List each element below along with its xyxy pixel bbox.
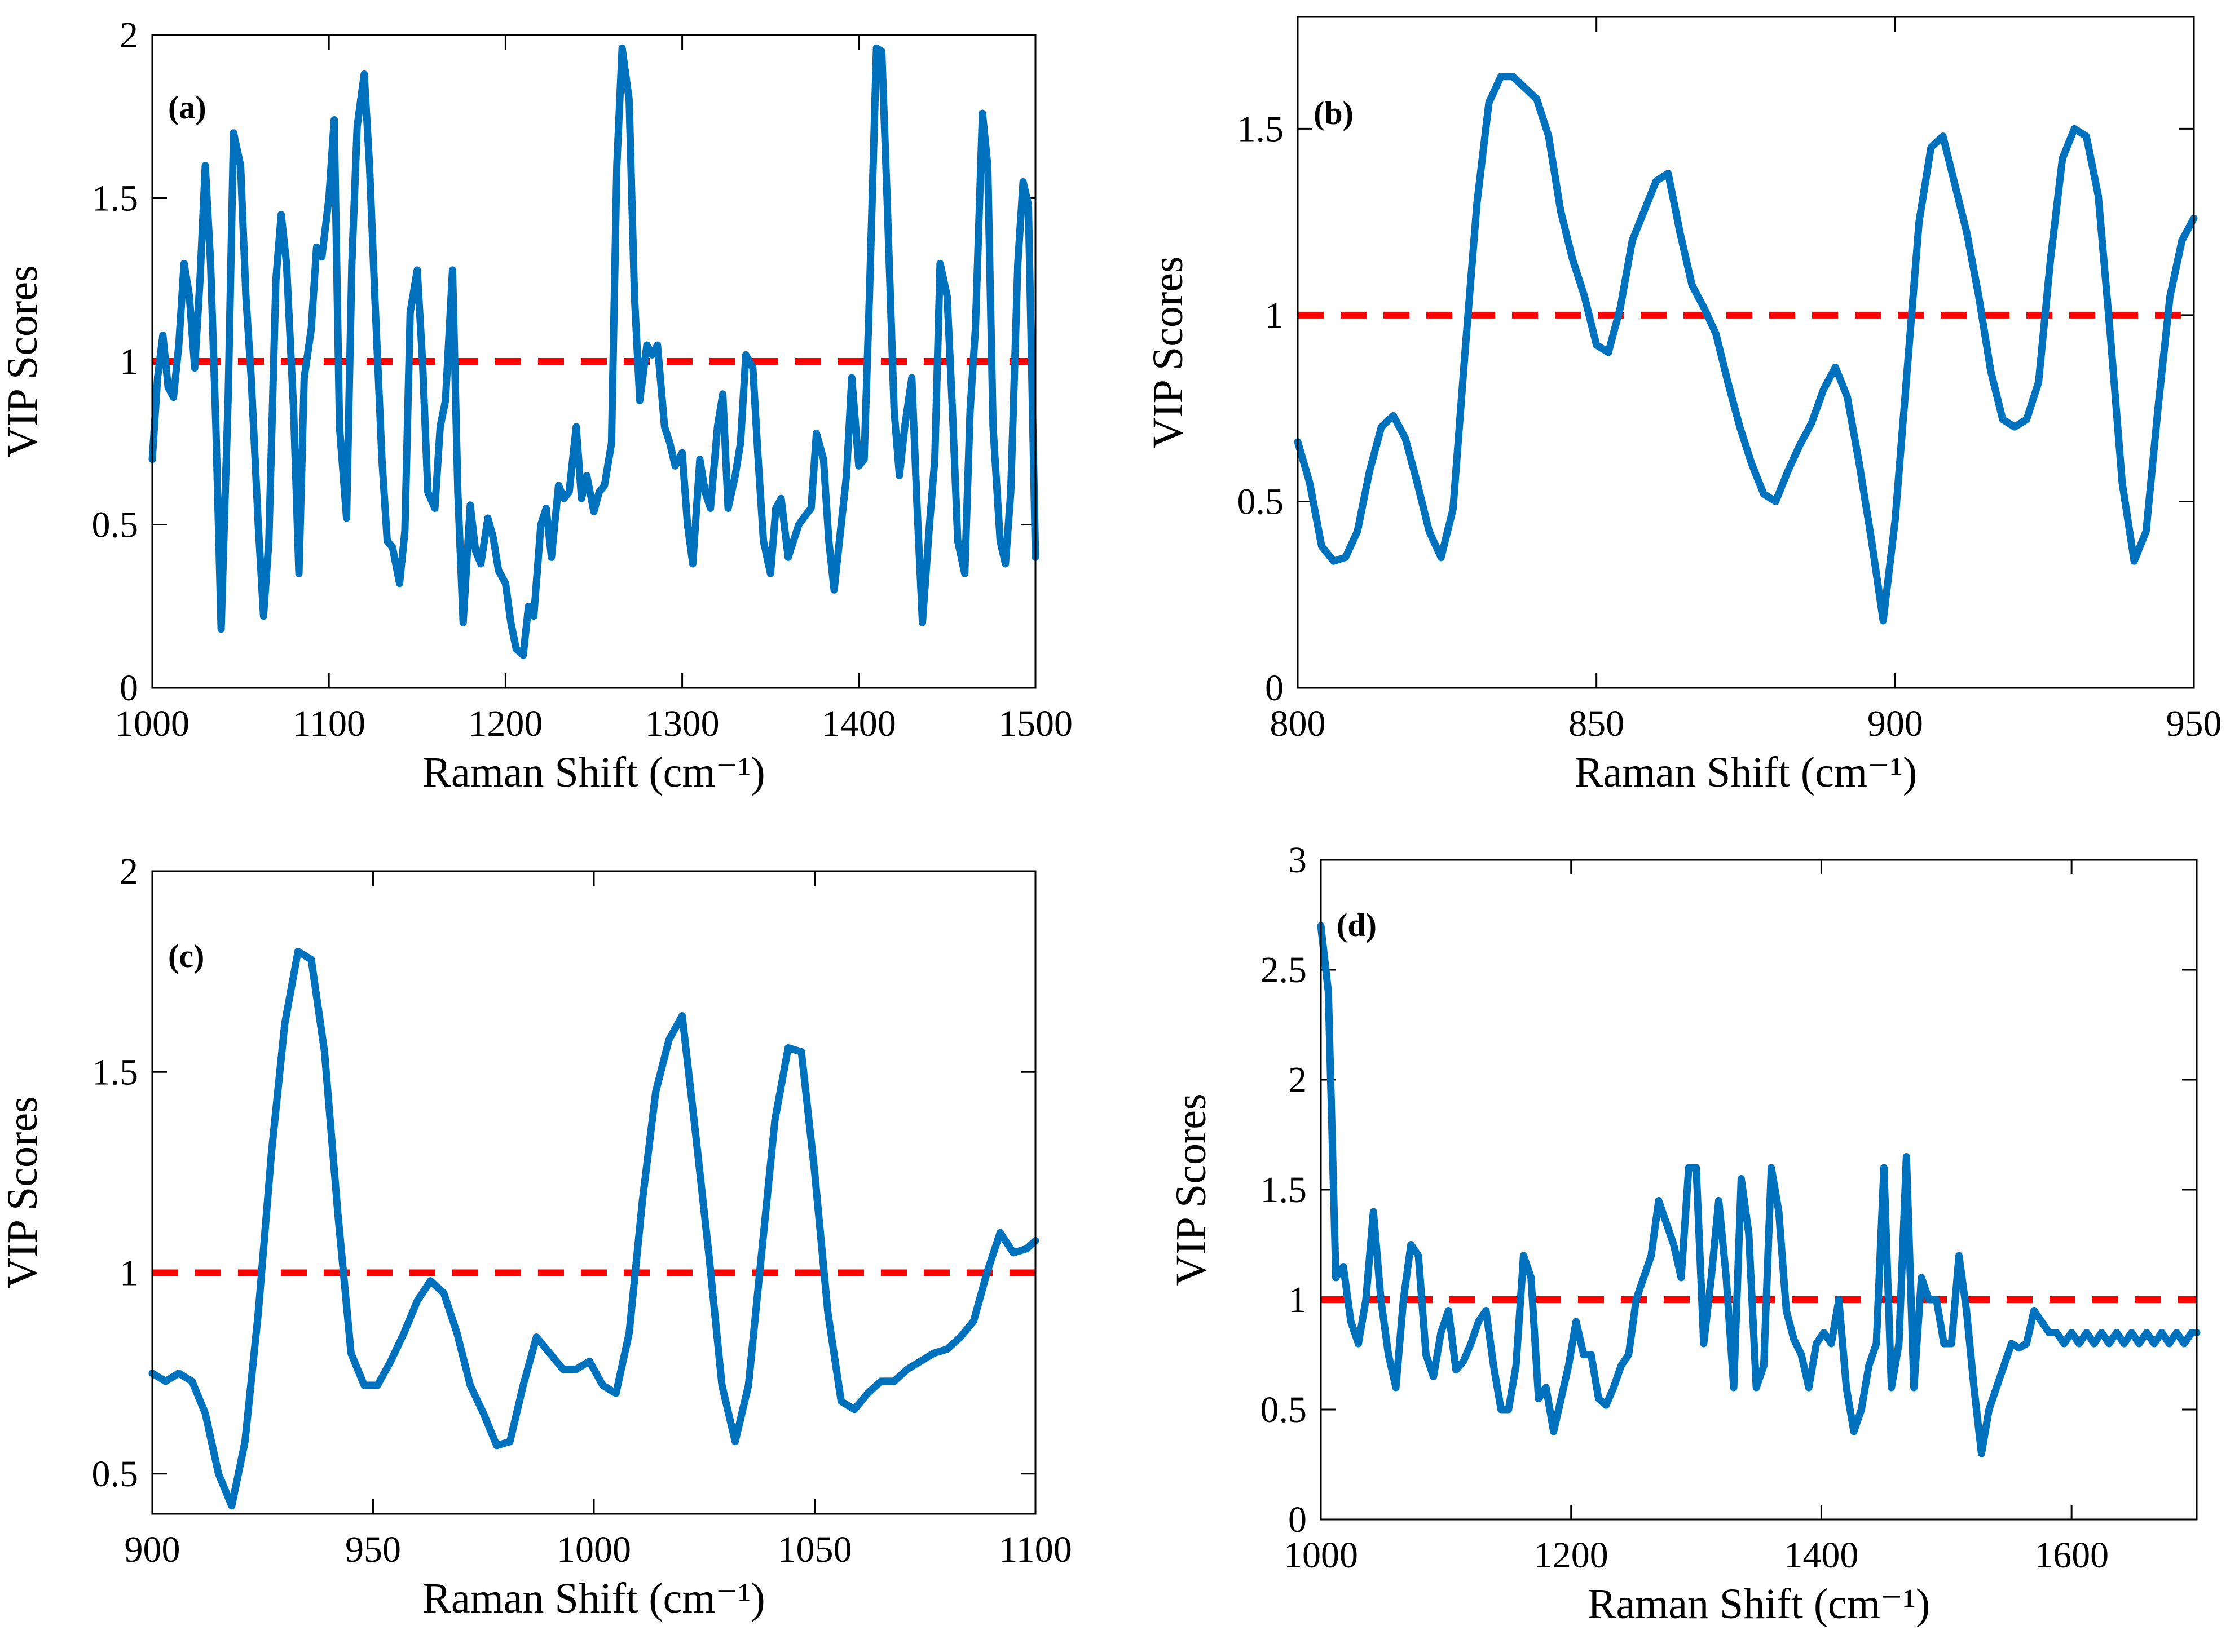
axes-frame: [1320, 859, 2198, 1521]
y-tick-label: 0.5: [1237, 481, 1284, 522]
x-tick-label: 950: [2166, 703, 2222, 744]
y-tick-label: 0: [1288, 1499, 1307, 1540]
y-axis-label: VIP Scores: [1167, 1093, 1215, 1286]
panel-b: 800 850 900 950 0 0.5 1 1.5 (b) Raman Shift (cm⁻¹…: [1144, 16, 2222, 796]
x-tick-label: 850: [1568, 703, 1624, 744]
y-tick-label: 2: [120, 15, 138, 56]
y-tick-label: 1.5: [92, 1052, 139, 1093]
y-tick-label: 0.5: [1260, 1389, 1307, 1430]
vip-series-line: [1294, 73, 2198, 625]
y-tick-label: 1: [120, 1253, 138, 1294]
x-tick-label: 1050: [778, 1529, 852, 1570]
x-tick-label: 900: [125, 1529, 180, 1570]
x-tick-label: 1100: [292, 703, 365, 744]
x-tick-label: 1600: [2034, 1535, 2109, 1576]
y-axis-label: VIP Scores: [0, 265, 46, 457]
x-tick-label: 1000: [557, 1529, 631, 1570]
y-tick-label: 2.5: [1260, 949, 1307, 991]
x-tick-label: 1400: [1784, 1535, 1858, 1576]
x-axis-label: Raman Shift (cm⁻¹): [1588, 1580, 1930, 1628]
y-tick-label: 0: [1265, 668, 1284, 709]
x-tick-label: 950: [345, 1529, 401, 1570]
vip-series-line: [148, 44, 1039, 659]
x-tick-label: 1300: [645, 703, 720, 744]
y-tick-label: 1.5: [1260, 1169, 1307, 1211]
panel-label: (a): [168, 89, 206, 126]
y-tick-label: 1.5: [92, 178, 139, 219]
y-tick-label: 0.5: [92, 1454, 139, 1495]
panel-label: (b): [1314, 95, 1354, 131]
axes-frame: [151, 34, 1037, 689]
x-tick-label: 900: [1867, 703, 1923, 744]
x-tick-label: 1200: [468, 703, 543, 744]
x-axis-label: Raman Shift (cm⁻¹): [1575, 749, 1917, 796]
y-tick-label: 1.5: [1237, 108, 1284, 149]
axes-frame: [1297, 16, 2195, 689]
panel-d: 1000 1200 1400 1600 0 0.5 1 1.5 2 2.5 3 (d) Raman Sh…: [1167, 840, 2201, 1628]
panel-c: 900 950 1000 1050 1100 0.5 1 1.5 2 (c) Raman Shift…: [0, 851, 1072, 1622]
panel-label: (d): [1337, 907, 1377, 943]
y-tick-label: 1: [120, 341, 138, 382]
y-tick-label: 3: [1288, 840, 1307, 881]
vip-series-line: [1317, 922, 2201, 1457]
panel-label: (c): [168, 938, 204, 974]
y-tick-label: 2: [1288, 1059, 1307, 1101]
x-tick-label: 1500: [998, 703, 1073, 744]
x-axis-label: Raman Shift (cm⁻¹): [422, 1575, 765, 1622]
x-axis-label: Raman Shift (cm⁻¹): [422, 749, 765, 796]
y-tick-label: 1: [1288, 1279, 1307, 1320]
y-axis-label: VIP Scores: [0, 1096, 46, 1288]
axes-frame: [151, 870, 1037, 1515]
x-tick-label: 1000: [1284, 1535, 1358, 1576]
x-tick-label: 1000: [115, 703, 189, 744]
y-tick-label: 2: [120, 851, 138, 892]
y-tick-label: 0.5: [92, 505, 139, 546]
vip-series-line: [148, 948, 1039, 1510]
y-axis-label: VIP Scores: [1144, 256, 1192, 448]
panel-a: 1000 1100 1200 1300 1400 1500 0 0.5 1 1.5 2 (a) Rama…: [0, 15, 1073, 796]
x-tick-label: 1200: [1534, 1535, 1608, 1576]
x-tick-label: 1400: [822, 703, 896, 744]
y-tick-label: 1: [1265, 295, 1284, 336]
x-tick-label: 800: [1270, 703, 1326, 744]
y-tick-label: 0: [120, 668, 138, 709]
x-tick-label: 1100: [999, 1529, 1072, 1570]
